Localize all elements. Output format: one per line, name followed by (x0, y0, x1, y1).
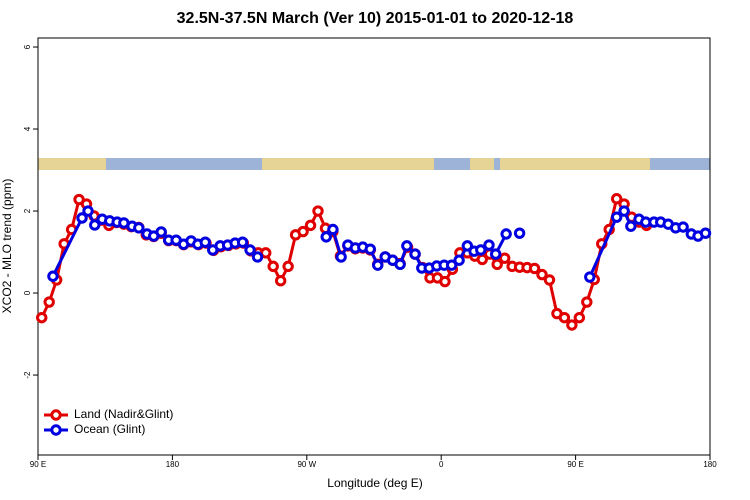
point (251, 251, 264, 263)
y-axis-label: XCO2 - MLO trend (ppm) (0, 179, 14, 314)
point (490, 248, 502, 260)
point (82, 205, 94, 217)
point (76, 212, 88, 224)
point (409, 248, 421, 260)
plot-frame (37, 37, 711, 456)
point (513, 227, 526, 239)
point (155, 226, 167, 238)
legend-label: Ocean (Glint) (74, 422, 145, 436)
point (483, 239, 495, 251)
point (43, 296, 55, 308)
point (133, 222, 145, 234)
x-tick-label: 90 W (297, 460, 316, 469)
land-ocean-strip (38, 158, 710, 170)
x-tick-label: 90 E (567, 460, 583, 469)
y-tick-label: 0 (23, 290, 32, 295)
point (282, 260, 294, 273)
point (274, 275, 287, 287)
point (566, 319, 578, 331)
series-line (40, 196, 648, 328)
x-tick-label: 0 (439, 460, 444, 469)
point (312, 205, 324, 217)
point (573, 311, 586, 324)
point (491, 258, 503, 271)
point (618, 205, 630, 217)
point (364, 243, 376, 255)
point (89, 219, 101, 231)
point (267, 260, 279, 273)
point (498, 252, 511, 264)
point (610, 211, 623, 223)
chart-title: 32.5N-37.5N March (Ver 10) 2015-01-01 to… (177, 10, 574, 27)
point (236, 236, 249, 248)
point (677, 221, 689, 233)
point (581, 296, 593, 308)
x-tick-label: 180 (166, 460, 180, 469)
point (453, 254, 465, 266)
point (372, 259, 384, 271)
point (584, 271, 596, 283)
point (297, 225, 309, 238)
point (475, 244, 487, 256)
point (320, 231, 332, 243)
legend-marker (50, 409, 62, 421)
point (528, 262, 541, 275)
x-tick-label: 180 (703, 460, 717, 469)
point (445, 259, 458, 271)
point (394, 258, 406, 271)
point (500, 228, 512, 240)
point (401, 240, 413, 252)
legend-label: Land (Nadir&Glint) (74, 407, 173, 421)
point (327, 223, 339, 236)
x-axis-label: Longitude (deg E) (327, 476, 422, 490)
point (543, 274, 556, 286)
point (47, 270, 59, 282)
y-tick-label: 4 (23, 126, 32, 131)
point (260, 247, 272, 259)
y-tick-label: -2 (23, 371, 32, 379)
point (625, 220, 637, 232)
point (304, 219, 317, 232)
point (536, 268, 548, 281)
y-tick-label: 6 (23, 44, 32, 49)
point (610, 193, 623, 205)
point (558, 311, 571, 324)
point (199, 236, 211, 248)
point (335, 251, 347, 263)
legend-marker (50, 424, 62, 436)
point (36, 311, 48, 324)
y-tick-label: 2 (23, 208, 32, 213)
point (439, 275, 451, 288)
point (699, 227, 712, 239)
point (244, 244, 256, 256)
x-tick-label: 90 E (30, 460, 46, 469)
